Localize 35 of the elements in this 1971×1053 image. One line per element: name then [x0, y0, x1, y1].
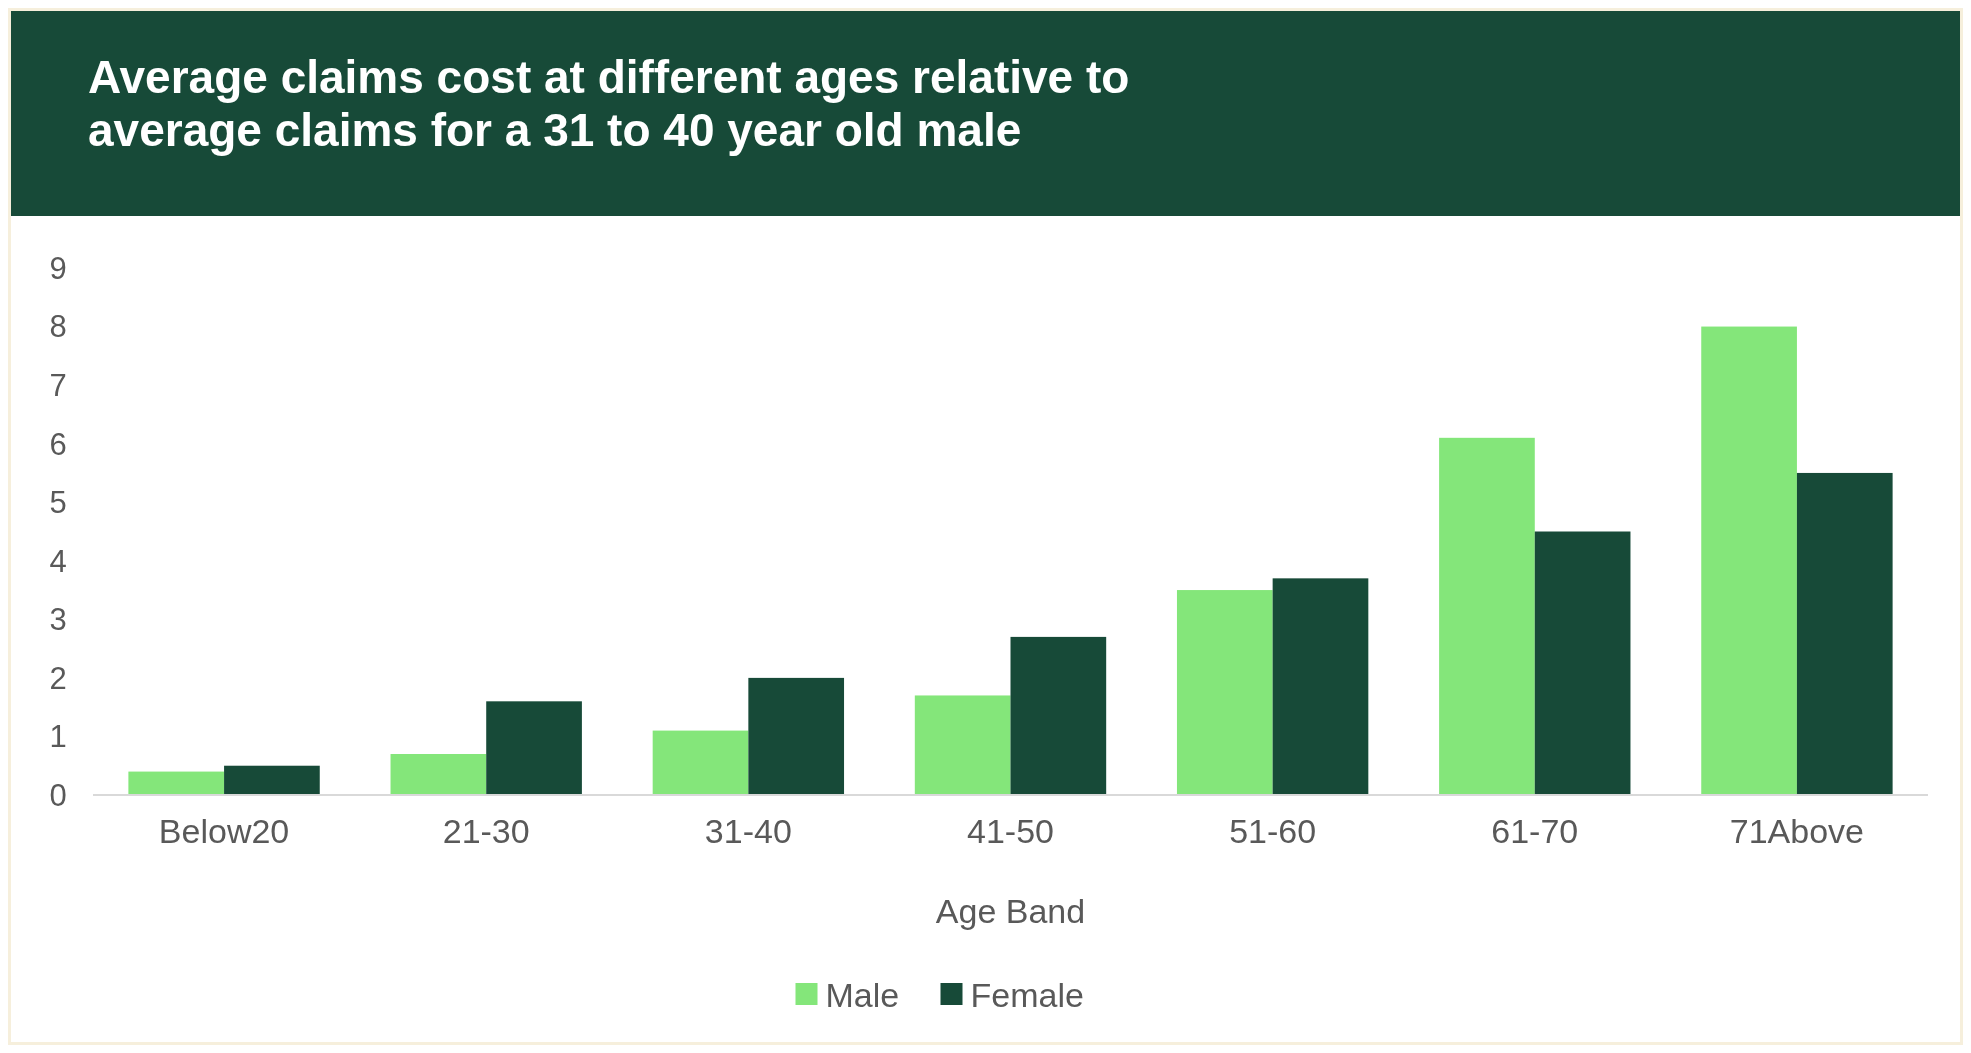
- x-tick-label: 31-40: [704, 812, 792, 850]
- bar: [914, 695, 1011, 795]
- y-tick-label: 9: [49, 250, 67, 286]
- bar: [652, 730, 749, 795]
- bar: [224, 765, 320, 795]
- bar: [390, 754, 487, 795]
- bar: [1272, 578, 1369, 795]
- y-tick-label: 5: [49, 485, 67, 521]
- bar: [748, 677, 845, 795]
- bar: [1439, 437, 1535, 795]
- y-tick-label: 3: [49, 602, 67, 638]
- bar: [1534, 531, 1631, 795]
- legend-label: Male: [825, 975, 900, 1014]
- x-tick-label: 21-30: [442, 812, 530, 850]
- bar: [1796, 472, 1893, 795]
- x-tick-label: 41-50: [967, 812, 1054, 850]
- y-tick-label: 1: [49, 719, 67, 755]
- bar: [1010, 636, 1107, 795]
- x-tick-label: 61-70: [1491, 812, 1579, 850]
- x-tick-label: Below20: [158, 812, 290, 850]
- y-tick-label: 2: [49, 660, 67, 696]
- x-axis-title: Age Band: [935, 892, 1086, 930]
- chart-title: Average claims cost at different ages relative to average claims for a 31 to 40 year old male: [88, 51, 1130, 156]
- y-tick-label: 7: [49, 367, 67, 403]
- bar: [1701, 326, 1797, 795]
- y-tick-label: 6: [49, 426, 67, 462]
- y-tick-label: 8: [49, 309, 67, 345]
- bar: [1176, 590, 1273, 795]
- x-tick-label: 71Above: [1729, 812, 1865, 850]
- x-tick-label: 51-60: [1229, 812, 1317, 850]
- bar: [128, 771, 225, 795]
- y-tick-label: 0: [49, 777, 67, 813]
- y-tick-label: 4: [49, 543, 67, 579]
- legend-label: Female: [970, 975, 1084, 1014]
- bar: [486, 701, 582, 795]
